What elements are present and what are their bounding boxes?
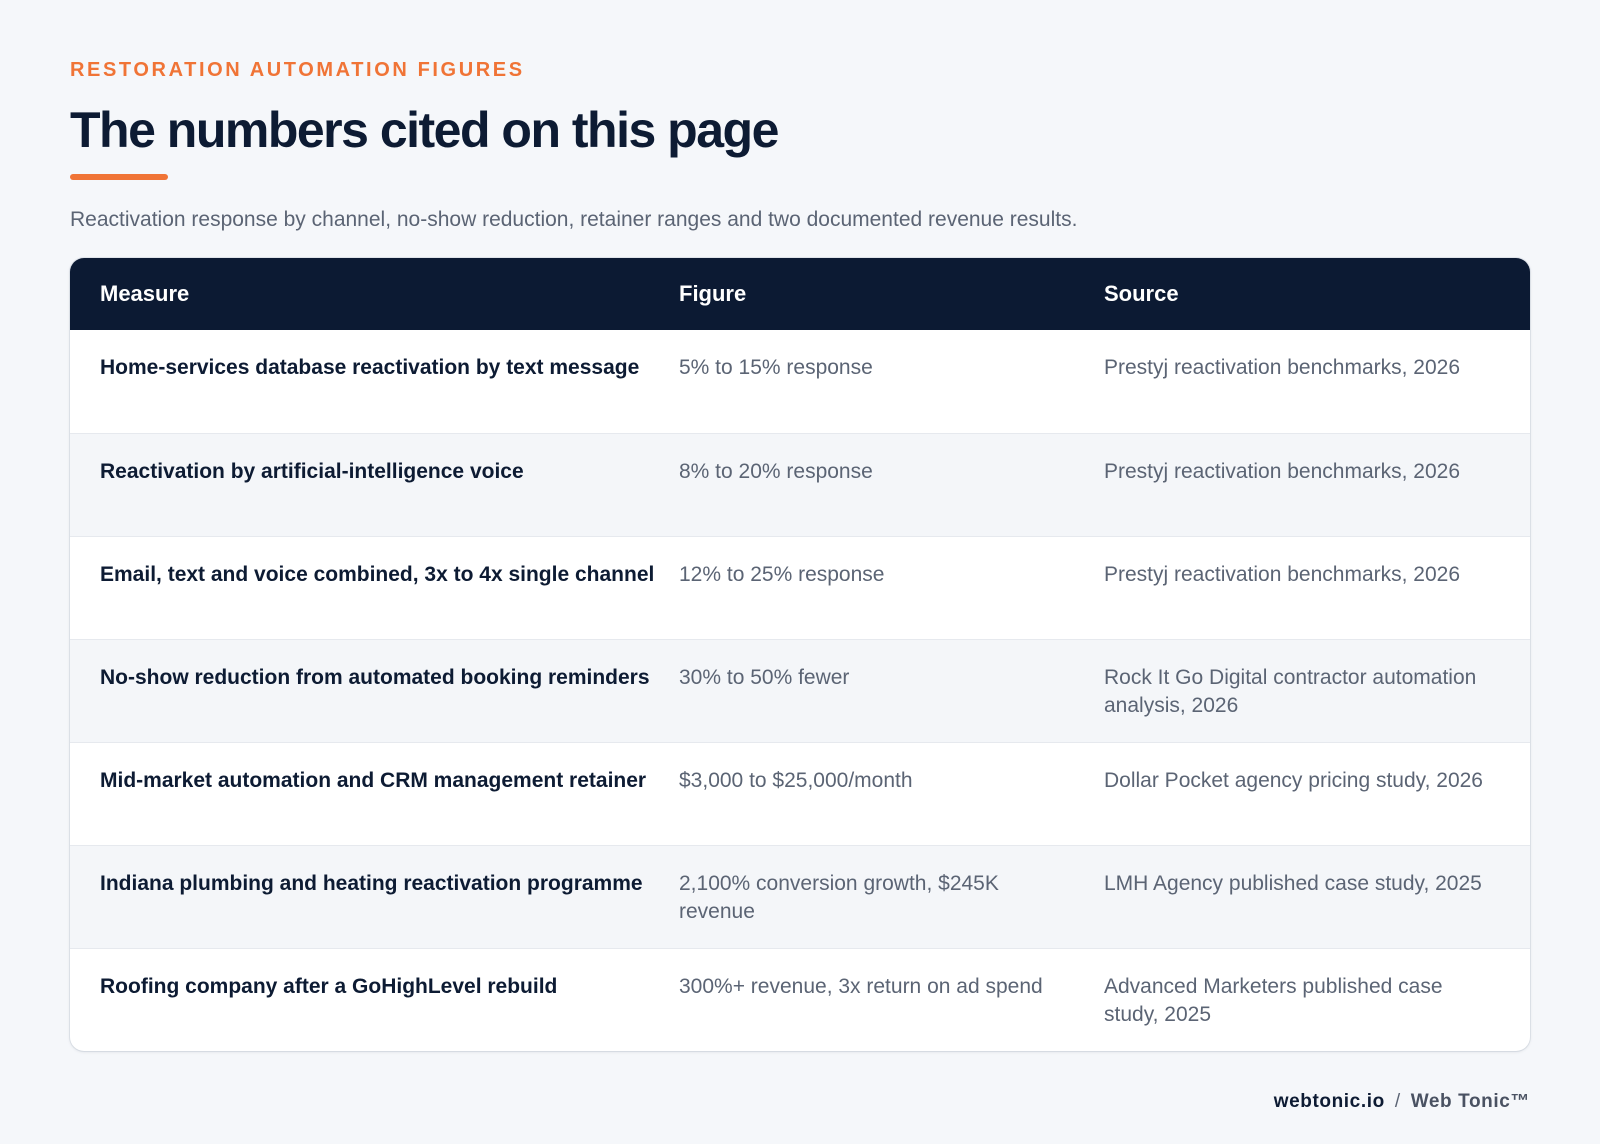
- column-header-figure: Figure: [679, 281, 747, 306]
- table-row: Reactivation by artificial-intelligence …: [70, 433, 1530, 536]
- table-row: No-show reduction from automated booking…: [70, 639, 1530, 742]
- table-body: Home-services database reactivation by t…: [70, 330, 1530, 1051]
- cell-measure: Reactivation by artificial-intelligence …: [100, 460, 524, 483]
- table-header: Measure Figure Source: [70, 258, 1530, 330]
- cell-figure: $3,000 to $25,000/month: [679, 769, 913, 792]
- cell-figure: 300%+ revenue, 3x return on ad spend: [679, 975, 1043, 998]
- footer-domain: webtonic.io: [1273, 1091, 1385, 1112]
- title-accent-bar: [70, 174, 168, 180]
- table-row: Mid-market automation and CRM management…: [70, 742, 1530, 845]
- cell-measure: Home-services database reactivation by t…: [100, 356, 640, 379]
- cell-measure: Mid-market automation and CRM management…: [100, 769, 647, 792]
- cell-measure: Indiana plumbing and heating reactivatio…: [100, 872, 643, 895]
- cell-figure: 5% to 15% response: [679, 356, 873, 379]
- cell-source: Rock It Go Digital contractor automation…: [1104, 666, 1477, 717]
- cell-source: Dollar Pocket agency pricing study, 2026: [1104, 769, 1483, 792]
- cell-measure: No-show reduction from automated booking…: [100, 666, 650, 689]
- cell-figure: 12% to 25% response: [679, 563, 885, 586]
- column-header-source: Source: [1104, 281, 1179, 306]
- table-row: Home-services database reactivation by t…: [70, 330, 1530, 433]
- eyebrow-label: RESTORATION AUTOMATION FIGURES: [70, 59, 525, 81]
- footer-credit: webtonic.io / Web Tonic™: [1274, 1090, 1530, 1114]
- cell-source: Prestyj reactivation benchmarks, 2026: [1104, 356, 1461, 379]
- cell-figure: 30% to 50% fewer: [679, 666, 850, 689]
- cell-source: Prestyj reactivation benchmarks, 2026: [1104, 460, 1461, 483]
- cell-figure: 2,100% conversion growth, $245K revenue: [679, 872, 999, 923]
- table-row: Email, text and voice combined, 3x to 4x…: [70, 536, 1530, 639]
- cell-source: LMH Agency published case study, 2025: [1104, 872, 1482, 895]
- cell-source: Prestyj reactivation benchmarks, 2026: [1104, 563, 1461, 586]
- page-subtitle: Reactivation response by channel, no-sho…: [70, 208, 1078, 231]
- figures-table: Measure Figure Source Home-services data…: [70, 258, 1530, 1051]
- cell-source: Advanced Marketers published case study,…: [1104, 975, 1443, 1026]
- table-row: Indiana plumbing and heating reactivatio…: [70, 845, 1530, 948]
- column-header-measure: Measure: [100, 281, 190, 306]
- cell-figure: 8% to 20% response: [679, 460, 873, 483]
- cell-measure: Roofing company after a GoHighLevel rebu…: [100, 975, 558, 998]
- page-title: The numbers cited on this page: [70, 102, 779, 158]
- footer-brand: Web Tonic™: [1410, 1091, 1530, 1112]
- footer-separator: /: [1394, 1091, 1401, 1112]
- table-row: Roofing company after a GoHighLevel rebu…: [70, 948, 1530, 1051]
- cell-measure: Email, text and voice combined, 3x to 4x…: [100, 563, 655, 586]
